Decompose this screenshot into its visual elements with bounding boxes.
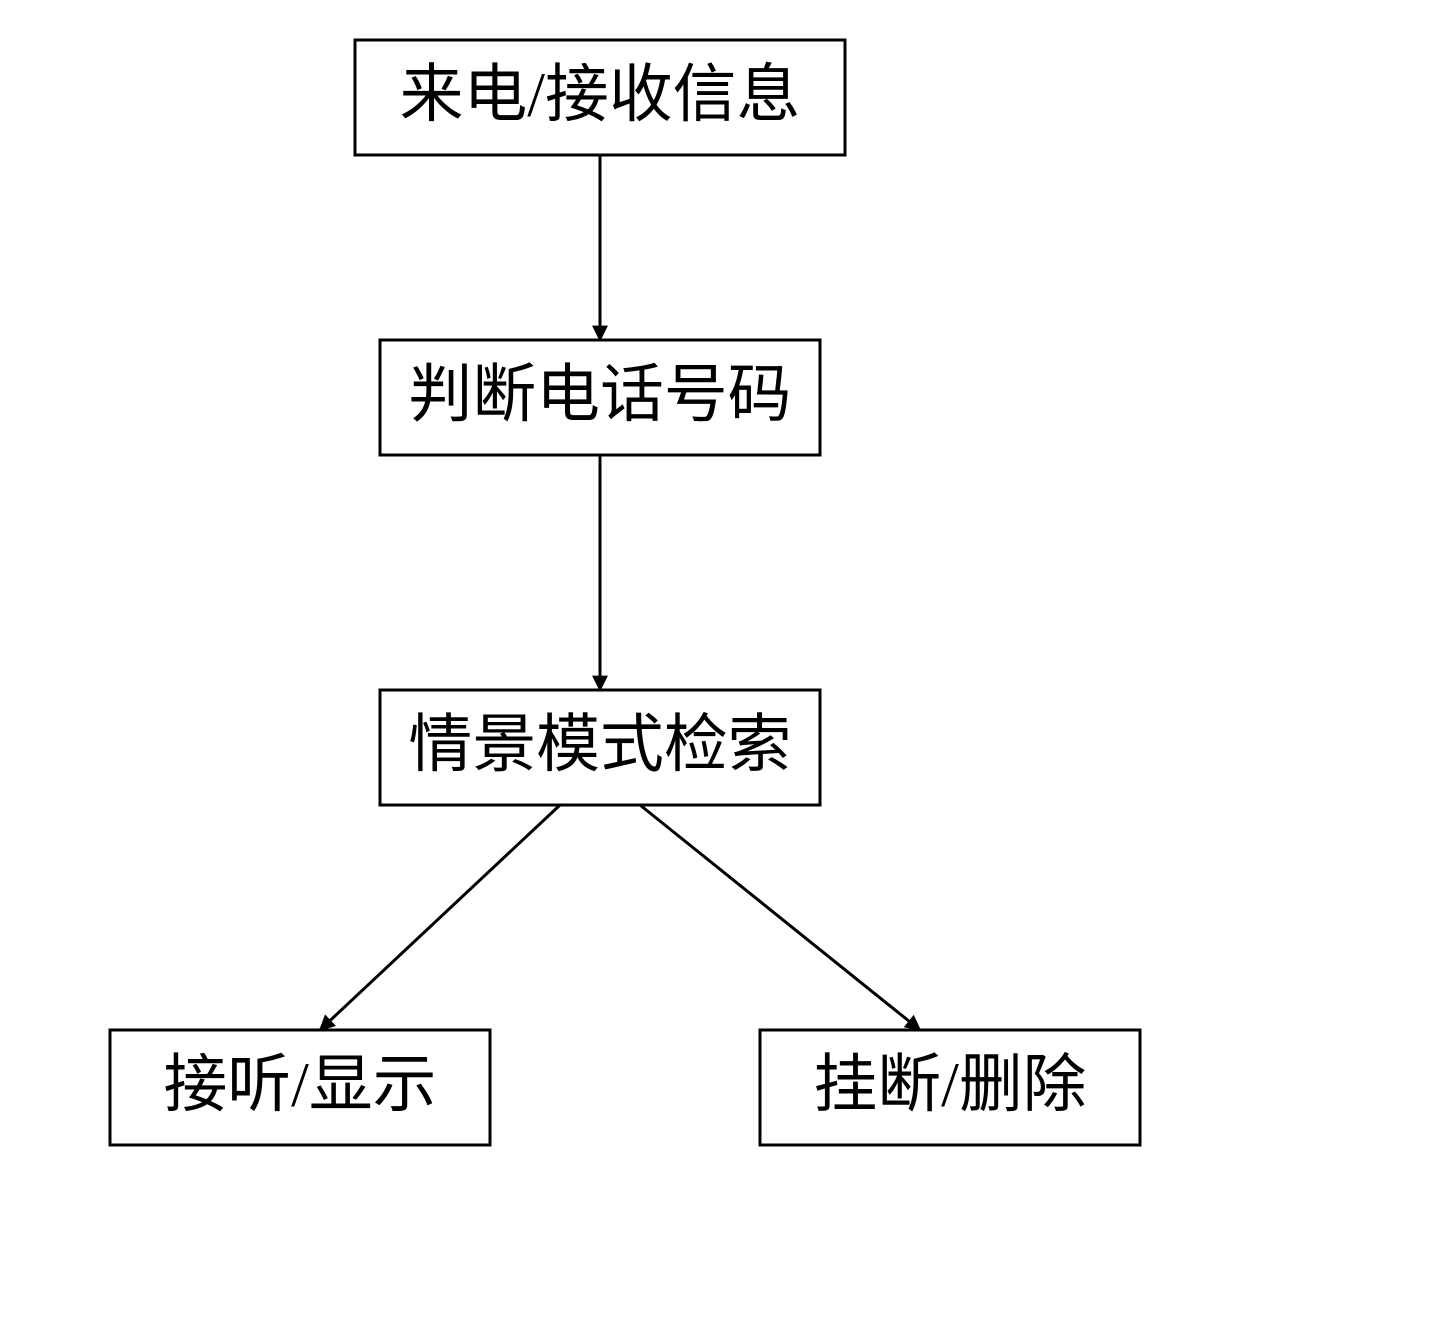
flowchart-canvas: 来电/接收信息判断电话号码情景模式检索接听/显示 挂断/删除 — [0, 0, 1444, 1320]
flow-node-label: 判断电话号码 — [409, 359, 792, 430]
flow-edge — [320, 805, 560, 1030]
flow-node-n2: 判断电话号码 — [380, 340, 820, 455]
flow-node-label: 挂断/删除 — [813, 1049, 1086, 1120]
flow-node-n5: 挂断/删除 — [760, 1030, 1140, 1145]
flow-node-n1: 来电/接收信息 — [355, 40, 845, 155]
flow-node-n3: 情景模式检索 — [380, 690, 820, 805]
flow-node-n4: 接听/显示 — [110, 1030, 490, 1145]
flow-node-label: 情景模式检索 — [409, 709, 792, 780]
flow-node-label: 来电/接收信息 — [400, 59, 801, 130]
flow-edge — [640, 805, 920, 1030]
flow-node-label: 接听/显示 — [163, 1049, 436, 1120]
